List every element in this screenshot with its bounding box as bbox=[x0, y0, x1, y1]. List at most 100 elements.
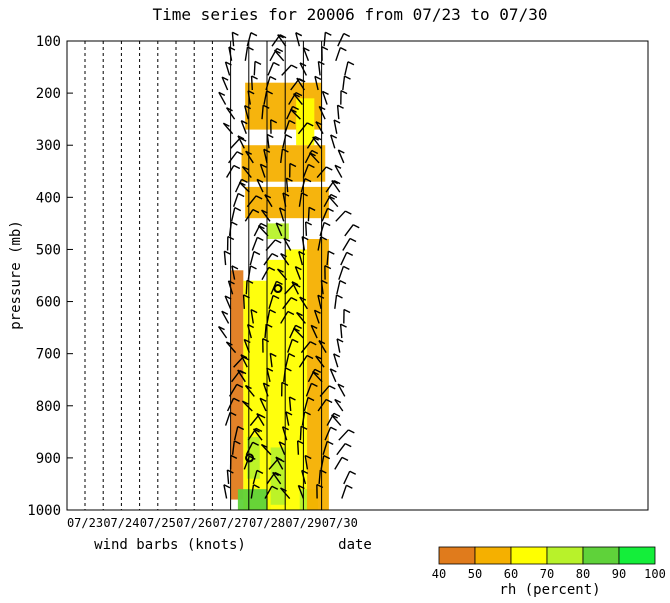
wind-barb-flag bbox=[304, 454, 312, 460]
wind-barb-flag bbox=[231, 265, 239, 270]
wind-barb bbox=[288, 396, 292, 412]
wind-barb bbox=[318, 469, 322, 485]
wind-barb-flag bbox=[298, 484, 305, 490]
wind-barb-flag bbox=[227, 469, 234, 474]
wind-barb bbox=[276, 268, 288, 281]
wind-barb bbox=[296, 77, 305, 91]
wind-barb-flag bbox=[344, 442, 352, 448]
wind-barb-flag bbox=[226, 341, 233, 346]
wind-barb-flag bbox=[278, 441, 286, 446]
wind-barb-flag bbox=[269, 309, 276, 314]
wind-barb-flag bbox=[260, 222, 267, 228]
wind-barb bbox=[218, 91, 227, 105]
wind-barb bbox=[263, 90, 268, 105]
wind-barb bbox=[314, 76, 319, 91]
wind-barb-flag bbox=[337, 104, 344, 109]
wind-barb-flag bbox=[280, 252, 287, 258]
wind-barb bbox=[303, 397, 309, 412]
colorbar-swatch bbox=[510, 546, 548, 565]
y-tick-label: 800 bbox=[36, 399, 61, 415]
colorbar-swatch bbox=[474, 546, 512, 565]
wind-barb-flag bbox=[328, 195, 335, 200]
wind-barb-flag bbox=[304, 411, 311, 416]
wind-barb-flag bbox=[239, 137, 247, 142]
wind-barb bbox=[300, 341, 311, 354]
wind-barb bbox=[224, 412, 231, 426]
wind-barb-flag bbox=[250, 32, 258, 37]
wind-barb-flag bbox=[336, 294, 343, 299]
x-tick-label: 07/26 bbox=[176, 516, 212, 530]
wind-barb-flag bbox=[228, 46, 236, 51]
wind-barb bbox=[312, 136, 322, 149]
wind-barb-flag bbox=[263, 148, 271, 153]
colorbar-tick-label: 60 bbox=[504, 567, 518, 581]
wind-barb-flag bbox=[346, 251, 354, 257]
x-axis-label: date bbox=[338, 537, 372, 553]
wind-barb-flag bbox=[343, 308, 351, 314]
wind-barb bbox=[290, 108, 301, 120]
wind-barb bbox=[243, 339, 250, 353]
wind-barb bbox=[310, 325, 318, 339]
wind-barb bbox=[287, 339, 293, 353]
wind-barb bbox=[272, 472, 282, 485]
wind-barb bbox=[337, 149, 345, 164]
wind-barb-flag bbox=[218, 325, 225, 331]
y-tick-label: 200 bbox=[36, 86, 61, 102]
wind-barb bbox=[320, 280, 324, 295]
wind-barb bbox=[249, 414, 260, 427]
wind-barb bbox=[299, 296, 308, 310]
wind-barb bbox=[245, 150, 254, 164]
wind-barb bbox=[333, 119, 338, 134]
wind-barb bbox=[275, 456, 284, 470]
wind-barb-flag bbox=[269, 352, 277, 357]
wind-barb-flag bbox=[272, 294, 280, 300]
rh-band bbox=[296, 98, 315, 146]
wind-barb bbox=[226, 398, 235, 412]
wind-barb bbox=[315, 121, 324, 135]
wind-barb bbox=[339, 324, 343, 339]
wind-barb-flag bbox=[312, 136, 319, 141]
wind-barb bbox=[231, 32, 235, 47]
wind-barb-flag bbox=[250, 308, 258, 314]
wind-barb-flag bbox=[338, 149, 345, 154]
wind-barb bbox=[231, 265, 236, 280]
wind-barb bbox=[285, 353, 290, 368]
wind-barb bbox=[298, 355, 308, 368]
wind-barb-flag bbox=[320, 236, 328, 241]
wind-barb bbox=[259, 398, 267, 412]
wind-barb-flag bbox=[309, 341, 317, 346]
colorbar-swatch bbox=[438, 546, 476, 565]
wind-barb bbox=[247, 324, 252, 339]
wind-barb-flag bbox=[276, 47, 284, 53]
wind-barb-flag bbox=[256, 178, 264, 184]
wind-barb-flag bbox=[306, 354, 314, 360]
wind-barb-flag bbox=[275, 222, 283, 227]
wind-barb bbox=[282, 192, 287, 207]
wind-barb bbox=[233, 356, 244, 368]
wind-barb bbox=[266, 134, 270, 149]
rh-band bbox=[237, 489, 271, 510]
wind-barb bbox=[264, 194, 273, 208]
wind-barb bbox=[321, 91, 328, 105]
wind-barb-flag bbox=[295, 324, 302, 329]
wind-barb bbox=[309, 152, 320, 164]
wind-barb bbox=[320, 455, 325, 470]
wind-barb bbox=[281, 64, 292, 76]
wind-barb bbox=[264, 485, 273, 499]
wind-barb bbox=[268, 458, 279, 470]
wind-barb bbox=[259, 164, 266, 178]
wind-barb bbox=[297, 485, 305, 499]
wind-barb-flag bbox=[251, 75, 258, 80]
wind-barb-flag bbox=[336, 338, 344, 343]
wind-barb-flag bbox=[282, 192, 290, 197]
wind-barb bbox=[305, 383, 313, 397]
wind-barb-flag bbox=[253, 428, 260, 433]
wind-barb-flag bbox=[226, 107, 233, 112]
wind-barb-flag bbox=[229, 411, 237, 416]
wind-barb bbox=[319, 385, 330, 397]
x-tick-label: 07/28 bbox=[249, 516, 285, 530]
colorbar-tick-label: 90 bbox=[612, 567, 626, 581]
wind-barb-flag bbox=[333, 353, 341, 358]
wind-barb-flag bbox=[317, 294, 325, 299]
